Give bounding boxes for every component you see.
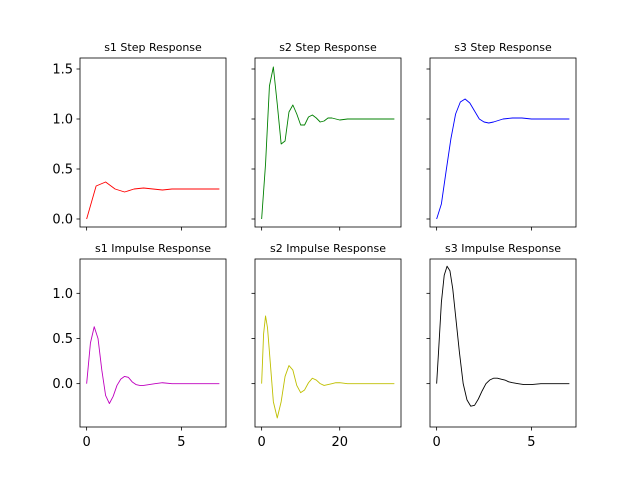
x-tick-label: 5	[527, 435, 535, 450]
series-line-1	[86, 181, 220, 220]
series-line-6	[436, 265, 570, 407]
series-line-2	[261, 66, 395, 220]
y-tick-label: 0.0	[52, 377, 73, 392]
subplot-title: s1 Step Response	[104, 41, 202, 54]
axes-frame	[79, 57, 227, 228]
y-tick-label: 0.5	[52, 163, 73, 178]
subplot-title: s3 Step Response	[454, 41, 552, 54]
subplot-5: s2 Impulse Response 0 20	[251, 242, 402, 450]
subplot-2: s2 Step Response	[251, 41, 402, 231]
subplot-6: s3 Impulse Response 0 5	[426, 242, 577, 450]
y-tick-label: 1.0	[52, 113, 73, 128]
series-line-5	[261, 315, 395, 419]
subplot-title: s1 Impulse Response	[95, 242, 211, 255]
series-line-3	[436, 98, 570, 220]
y-tick-label: 0.5	[52, 332, 73, 347]
x-tick-label: 0	[432, 435, 440, 450]
axes-frame	[429, 57, 577, 228]
subplot-title: s3 Impulse Response	[445, 242, 561, 255]
subplot-title: s2 Impulse Response	[270, 242, 386, 255]
subplot-3: s3 Step Response	[426, 41, 577, 231]
axes-frame	[429, 258, 577, 428]
x-tick-label: 0	[257, 435, 265, 450]
y-tick-label: 1.0	[52, 287, 73, 302]
subplot-1: s1 Step Response 0.0 0.5 1.0 1.5	[52, 41, 227, 231]
series-line-4	[86, 326, 220, 404]
y-tick-label: 1.5	[52, 63, 73, 78]
x-tick-label: 0	[82, 435, 90, 450]
axes-frame	[254, 57, 402, 228]
y-tick-label: 0.0	[52, 213, 73, 228]
subplot-title: s2 Step Response	[279, 41, 377, 54]
axes-frame	[79, 258, 227, 428]
subplot-4: s1 Impulse Response 0 5 0.0 0.5 1.0	[52, 242, 227, 450]
x-tick-label: 5	[177, 435, 185, 450]
axes-frame	[254, 258, 402, 428]
x-tick-label: 20	[331, 435, 348, 450]
